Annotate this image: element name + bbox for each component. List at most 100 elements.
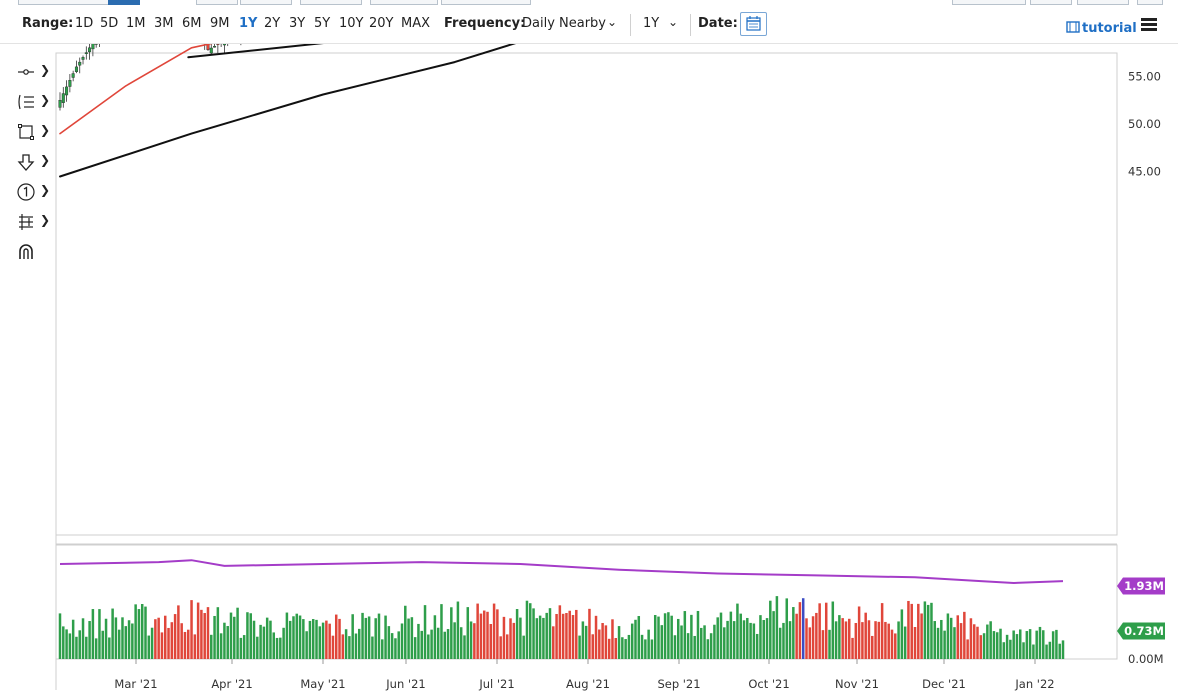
top-tab[interactable] bbox=[441, 0, 531, 5]
arrow-tool[interactable]: ❯ bbox=[14, 150, 54, 174]
volume-bar bbox=[923, 601, 927, 659]
volume-bar bbox=[443, 631, 447, 659]
volume-bar bbox=[999, 628, 1002, 659]
chevron-down-icon[interactable]: ⌄ bbox=[607, 15, 618, 29]
volume-bar bbox=[903, 626, 907, 659]
volume-bar bbox=[154, 619, 157, 659]
volume-bar bbox=[660, 625, 664, 659]
volume-bar bbox=[703, 625, 706, 659]
period-select[interactable]: 1Y bbox=[643, 16, 660, 31]
volume-bar bbox=[377, 613, 381, 659]
volume-bar bbox=[321, 622, 325, 659]
volume-bar bbox=[956, 615, 960, 659]
top-tab[interactable] bbox=[300, 0, 362, 5]
volume-bar bbox=[880, 603, 884, 659]
volume-bar bbox=[979, 635, 983, 659]
candle bbox=[91, 44, 95, 57]
frequency-select[interactable]: Daily Nearby bbox=[522, 16, 607, 31]
volume-bar bbox=[292, 616, 295, 659]
range-10y[interactable]: 10Y bbox=[339, 16, 364, 31]
range-max[interactable]: MAX bbox=[401, 16, 431, 31]
volume-bar bbox=[558, 605, 562, 659]
line-tool[interactable]: ❯ bbox=[14, 60, 54, 84]
volume-bar bbox=[114, 617, 118, 659]
x-tick-label: Mar '21 bbox=[114, 677, 157, 691]
range-5y[interactable]: 5Y bbox=[314, 16, 331, 31]
volume-bar bbox=[969, 618, 973, 659]
volume-bar bbox=[216, 607, 220, 659]
range-1m[interactable]: 1M bbox=[126, 16, 146, 31]
volume-bar bbox=[811, 616, 815, 659]
frequency-label: Frequency: bbox=[444, 16, 526, 31]
top-tab[interactable] bbox=[952, 0, 1026, 5]
toolbar-divider bbox=[630, 14, 631, 36]
top-tab[interactable] bbox=[196, 0, 238, 5]
date-picker-button[interactable] bbox=[740, 12, 767, 36]
volume-bar bbox=[509, 618, 512, 659]
range-3y[interactable]: 3Y bbox=[289, 16, 306, 31]
volume-bar bbox=[706, 639, 710, 659]
volume-bar bbox=[943, 630, 946, 659]
range-5d[interactable]: 5D bbox=[100, 16, 119, 31]
volume-bar bbox=[930, 602, 933, 659]
volume-bar bbox=[739, 613, 742, 659]
volume-bar bbox=[476, 603, 479, 659]
volume-bar bbox=[719, 612, 723, 659]
fib-tool[interactable]: ❯ bbox=[14, 90, 54, 114]
volume-bar bbox=[285, 612, 289, 659]
magnet-tool[interactable] bbox=[14, 240, 54, 264]
range-9m[interactable]: 9M bbox=[210, 16, 230, 31]
chevron-down-icon[interactable]: ⌄ bbox=[668, 15, 679, 29]
volume-bar bbox=[746, 617, 749, 659]
volume-bar bbox=[594, 615, 598, 659]
tutorial-link[interactable]: tutorial bbox=[1066, 20, 1137, 36]
volume-bar bbox=[545, 612, 548, 659]
volume-bar bbox=[282, 627, 285, 659]
volume-bar bbox=[193, 634, 197, 659]
volume-bar bbox=[617, 626, 621, 659]
top-tab[interactable] bbox=[370, 0, 438, 5]
volume-bar bbox=[772, 611, 775, 659]
volume-bar bbox=[144, 606, 147, 659]
menu-icon[interactable] bbox=[1141, 18, 1157, 32]
x-tick-label: Jun '21 bbox=[385, 677, 425, 691]
volume-bar bbox=[989, 621, 992, 659]
volume-bar bbox=[1058, 643, 1061, 659]
volume-bar bbox=[561, 613, 565, 659]
volume-bar bbox=[824, 602, 828, 659]
measure-tool[interactable]: ❯ bbox=[14, 210, 54, 234]
shape-tool[interactable]: ❯ bbox=[14, 120, 54, 144]
top-tab[interactable] bbox=[1077, 0, 1129, 5]
range-2y[interactable]: 2Y bbox=[264, 16, 281, 31]
top-tab[interactable] bbox=[240, 0, 292, 5]
range-3m[interactable]: 3M bbox=[154, 16, 174, 31]
annotation-tool[interactable]: ❯ bbox=[14, 180, 54, 204]
volume-bar bbox=[298, 615, 302, 659]
x-tick-label: Aug '21 bbox=[566, 677, 610, 691]
volume-bar bbox=[542, 617, 545, 659]
price-volume-chart: 90.0085.0080.0075.0070.0065.0060.0055.00… bbox=[55, 44, 1165, 691]
range-6m[interactable]: 6M bbox=[182, 16, 202, 31]
range-1y[interactable]: 1Y bbox=[239, 16, 258, 31]
volume-bar bbox=[354, 633, 358, 659]
volume-bar bbox=[180, 623, 183, 659]
volume-bar bbox=[1048, 641, 1052, 659]
top-tab[interactable] bbox=[1137, 0, 1163, 5]
top-tab-active[interactable] bbox=[108, 0, 140, 5]
volume-bar bbox=[239, 637, 243, 659]
volume-bar bbox=[907, 600, 910, 659]
volume-bar bbox=[288, 620, 292, 659]
volume-bar bbox=[417, 623, 420, 659]
range-20y[interactable]: 20Y bbox=[369, 16, 394, 31]
price-panel-frame bbox=[55, 52, 1118, 536]
top-tab[interactable] bbox=[1030, 0, 1072, 5]
volume-bar bbox=[163, 615, 167, 659]
volume-bar bbox=[407, 618, 410, 659]
volume-bar bbox=[765, 618, 769, 659]
range-1d[interactable]: 1D bbox=[75, 16, 94, 31]
volume-bar bbox=[801, 598, 805, 659]
volume-bar bbox=[1002, 642, 1006, 659]
volume-bar bbox=[147, 635, 151, 659]
volume-bar bbox=[315, 619, 318, 659]
volume-bar bbox=[995, 632, 999, 659]
